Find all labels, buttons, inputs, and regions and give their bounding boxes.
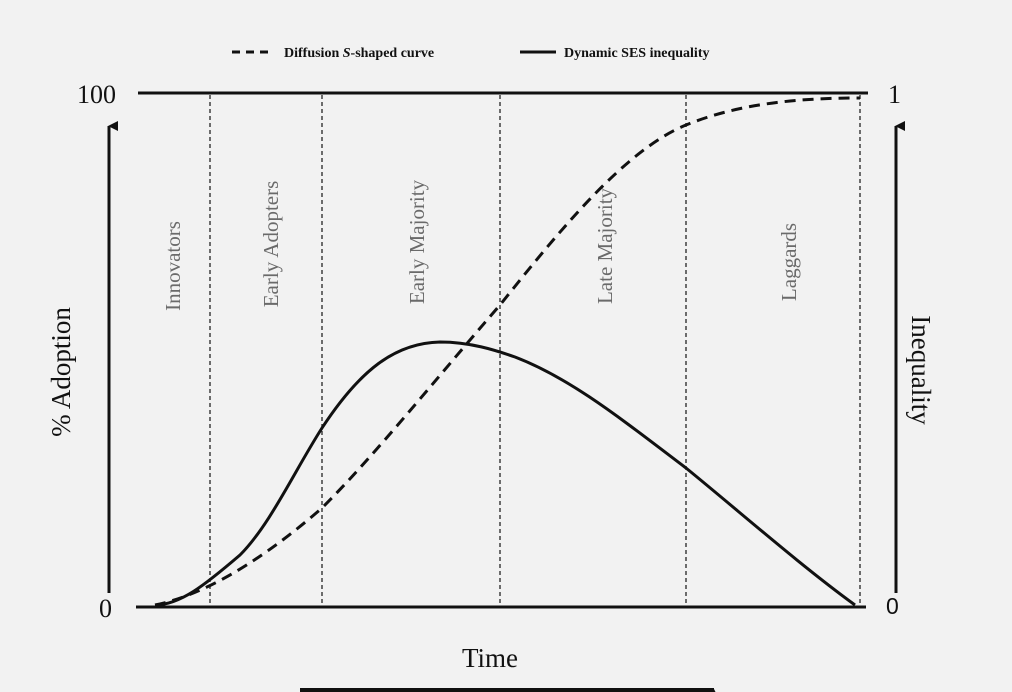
legend: Diffusion S-shaped curve Dynamic SES ine… — [232, 46, 709, 61]
phase-dividers — [209, 95, 861, 606]
phase-labels: Innovators Early Adopters Early Majority… — [161, 179, 801, 311]
right-axis-label: Inequality — [906, 315, 936, 425]
time-axis-label: Time — [462, 643, 518, 673]
left-axis-max-label: 100 — [77, 80, 116, 109]
right-axis-max-label: 1 — [888, 80, 901, 109]
phase-label-late-majority: Late Majority — [593, 187, 617, 304]
left-axis-label: % Adoption — [46, 307, 76, 437]
legend-solid-label: Dynamic SES inequality — [564, 46, 709, 61]
diffusion-s-curve — [154, 96, 861, 607]
phase-label-laggards: Laggards — [777, 223, 801, 301]
left-axis-min-label: 0 — [99, 594, 112, 623]
phase-label-early-adopters: Early Adopters — [259, 181, 283, 308]
right-axis-min-label: 0 — [886, 593, 899, 619]
phase-label-innovators: Innovators — [161, 221, 185, 311]
ses-inequality-curve — [154, 340, 856, 607]
phase-label-early-majority: Early Majority — [405, 179, 429, 304]
legend-dashed-label: Diffusion S-shaped curve — [284, 46, 434, 61]
